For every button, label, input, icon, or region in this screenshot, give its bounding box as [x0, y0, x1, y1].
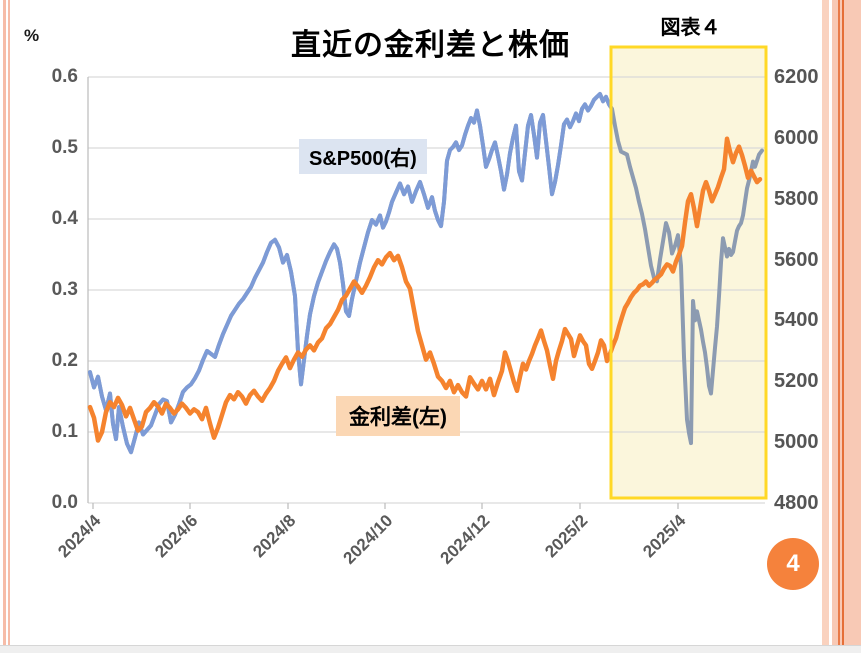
right-axis-tick-label: 5800: [774, 187, 819, 210]
series-label-rate-spread: 金利差(左): [336, 396, 460, 436]
left-axis-tick-label: 0.6: [51, 66, 78, 87]
right-edge-stripe-line2: [841, 0, 844, 645]
right-axis-tick-label: 6000: [774, 126, 819, 149]
left-axis-tick-label: 0.3: [51, 279, 78, 300]
left-axis-tick-label: 0.2: [51, 350, 78, 371]
right-edge-stripe-line1: [837, 0, 840, 645]
series-label-sp500: S&P500(右): [299, 139, 427, 174]
sp500-line: [88, 92, 611, 455]
right-edge-stripe-thin: [822, 0, 829, 645]
left-edge-stripe-outer: [3, 0, 6, 645]
rate-spread-line: [87, 136, 763, 443]
left-axis-tick-label: 0.1: [51, 421, 78, 442]
right-axis-tick-label: 6200: [774, 66, 819, 88]
right-axis-tick-label: 4800: [774, 492, 819, 514]
left-edge-stripe-inner: [7, 0, 10, 645]
highlight-box-border: [609, 45, 768, 500]
left-axis-tick-label: 0.5: [51, 137, 78, 158]
right-axis-tick-label: 5600: [774, 248, 819, 271]
page-number-badge: 4: [767, 538, 819, 590]
right-edge-stripe-band: [832, 0, 861, 645]
right-axis-tick-label: 5000: [774, 431, 819, 454]
chart-title: 直近の金利差と株価: [291, 29, 570, 62]
footer-bar: [0, 645, 861, 653]
left-axis-unit-label: %: [24, 26, 40, 45]
left-axis-tick-label: 0.4: [51, 208, 78, 229]
figure-number-label: 図表４: [660, 17, 721, 39]
right-axis-tick-label: 5200: [774, 370, 819, 393]
right-axis-tick-label: 5400: [774, 309, 819, 332]
page-number: 4: [786, 550, 800, 577]
left-axis-tick-label: 0.0: [51, 492, 78, 513]
